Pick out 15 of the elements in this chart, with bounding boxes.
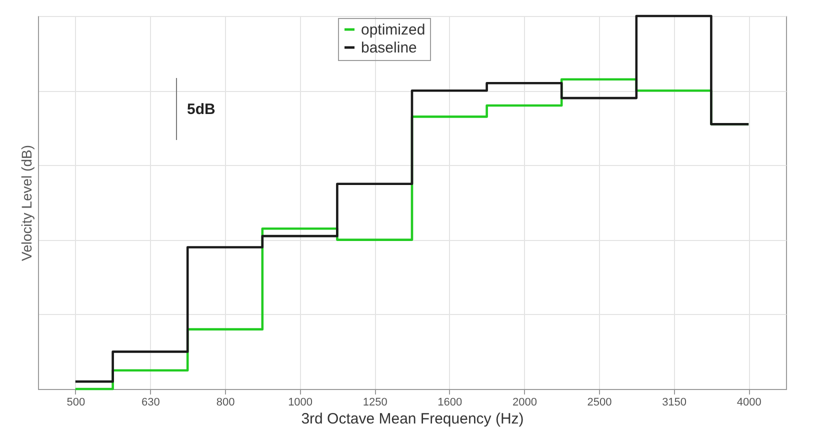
- x-tick-label: 630: [142, 396, 160, 408]
- legend-label: optimized: [361, 22, 426, 38]
- annotation: 5dB: [187, 100, 216, 118]
- x-tick-label: 2500: [587, 396, 612, 408]
- x-tick-label: 4000: [736, 396, 762, 408]
- x-tick-label: 3150: [662, 396, 687, 408]
- x-tick-label: 500: [66, 396, 86, 408]
- y-axis-title: Velocity Level (dB): [18, 145, 34, 261]
- x-axis-title: 3rd Octave Mean Frequency (Hz): [301, 410, 524, 428]
- legend-label: baseline: [361, 40, 417, 56]
- x-tick-label: 1000: [288, 396, 313, 408]
- x-tick-label: 800: [216, 396, 235, 408]
- x-tick-label: 2000: [512, 396, 537, 408]
- x-tick-label: 1250: [362, 396, 388, 408]
- x-tick-label: 1600: [438, 396, 462, 408]
